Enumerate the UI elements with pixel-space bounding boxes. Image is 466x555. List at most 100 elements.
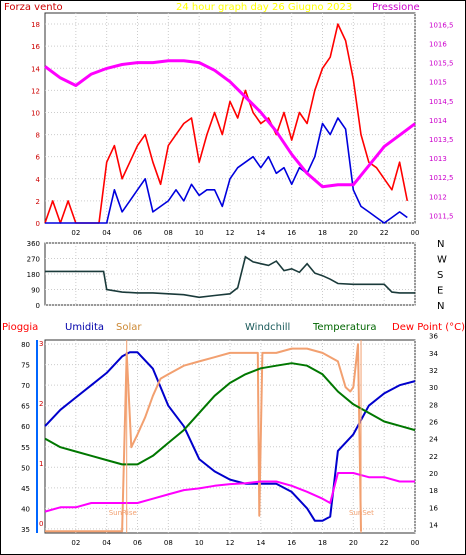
x-tick-label: 14 [256, 229, 265, 237]
direction-tick-label: 270 [27, 256, 40, 264]
legend-label: Temperatura [312, 322, 377, 333]
x-tick-label: 20 [349, 229, 358, 237]
wind-speed-tick-label: 14 [31, 65, 40, 73]
rain-tick-label: 1 [39, 460, 43, 468]
temperature-tick-label: 22 [429, 453, 438, 461]
chart-title: 24 hour graph day 26 Giugno 2023 [176, 2, 352, 13]
x-tick-label: 22 [380, 539, 389, 547]
x-tick-label: 12 [226, 229, 235, 237]
temperature-tick-label: 24 [429, 436, 438, 444]
x-tick-label: 16 [287, 539, 296, 547]
legend-label: Umidita [65, 322, 104, 333]
temperature-tick-label: 30 [429, 384, 438, 392]
pressure-label: Pressione [372, 2, 420, 13]
humidity-tick-label: 55 [21, 444, 30, 452]
x-tick-label: 08 [164, 229, 173, 237]
wind-speed-label: Forza vento [4, 2, 63, 13]
temp-humidity-legend: Pioggia Umidita Solar Windchill Temperatura D… [2, 322, 465, 333]
temp-humidity-series [44, 343, 416, 533]
pressure-tick-label: 1016,5 [429, 21, 454, 29]
temperature-tick-label: 14 [429, 521, 438, 529]
legend-label: Pioggia [2, 322, 38, 333]
series-line-pressione [44, 59, 416, 189]
humidity-tick-label: 80 [21, 341, 30, 349]
compass-label: E [437, 286, 443, 297]
wind-direction-y-ticks: 0 90 180 270 360 [27, 240, 40, 310]
series-line-wind-direction [45, 255, 415, 299]
wind-speed-tick-label: 8 [36, 132, 40, 140]
humidity-tick-label: 45 [21, 485, 30, 493]
wind-direction-grid [45, 242, 416, 306]
temperature-tick-label: 32 [429, 367, 438, 375]
temp-humidity-panel: 02 04 06 08 10 12 14 16 18 20 22 00 354045505560657… [2, 322, 465, 547]
pressure-tick-label: 1014 [429, 117, 447, 125]
legend-label: Dew Point (°C) [392, 322, 465, 333]
rain-tick-label: 3 [39, 340, 43, 348]
humidity-tick-label: 60 [21, 423, 30, 431]
series-line-dew-point [44, 472, 415, 513]
pressure-tick-label: 1013,5 [429, 136, 454, 144]
pressure-tick-label: 1015,5 [429, 60, 454, 68]
humidity-tick-label: 70 [21, 382, 30, 390]
series-line-umidita [44, 351, 416, 522]
pressure-tick-label: 1015 [429, 79, 447, 87]
pressure-tick-label: 1014,5 [429, 98, 454, 106]
series-line-forza-vento-media [45, 117, 408, 224]
wind-speed-tick-label: 16 [31, 43, 40, 51]
compass-label: W [437, 255, 447, 266]
pressure-axis-ticks: 1011,5 1012 1012,5 1013 1013,5 1014 1014,5 1015… [429, 21, 454, 220]
direction-tick-label: 180 [27, 271, 40, 279]
wind-speed-tick-label: 18 [31, 21, 40, 29]
temperature-tick-label: 18 [429, 487, 438, 495]
x-tick-label: 20 [349, 539, 358, 547]
wind-speed-tick-label: 10 [31, 109, 40, 117]
legend-label: Solar [116, 322, 142, 333]
x-tick-label: 02 [71, 229, 80, 237]
wind-pressure-panel: 02 04 06 08 10 12 14 16 18 20 22 00 024681012141618… [4, 2, 454, 237]
wind-speed-axis-ticks: 0 2 4 6 8 10 12 14 16 18 [31, 21, 40, 228]
pressure-tick-label: 1012 [429, 193, 447, 201]
compass-label: S [437, 270, 443, 281]
series-line-forza-vento [44, 23, 409, 224]
rain-tick-label: 2 [39, 400, 43, 408]
x-tick-label: 22 [380, 229, 389, 237]
direction-tick-label: 90 [31, 287, 40, 295]
humidity-tick-label: 35 [21, 526, 30, 534]
x-tick-label: 14 [256, 539, 265, 547]
wind-speed-tick-label: 4 [36, 176, 41, 184]
pressure-tick-label: 1012,5 [429, 174, 454, 182]
temp-humidity-x-ticks: 02 04 06 08 10 12 14 16 18 20 22 00 [71, 539, 419, 547]
pressure-tick-label: 1013 [429, 155, 447, 163]
humidity-tick-label: 50 [21, 464, 30, 472]
x-tick-label: 10 [195, 539, 204, 547]
compass-label: N [437, 239, 444, 250]
compass-label: N [437, 301, 444, 312]
temperature-tick-label: 28 [429, 401, 438, 409]
sun-annotations: SunRise SunSet [109, 340, 374, 533]
direction-tick-label: 360 [27, 240, 40, 248]
wind-speed-tick-label: 0 [36, 220, 40, 228]
wind-speed-tick-label: 12 [31, 87, 40, 95]
humidity-tick-label: 75 [21, 362, 30, 370]
x-tick-label: 06 [133, 539, 142, 547]
wind-speed-tick-label: 6 [36, 154, 41, 162]
sunset-label: SunSet [349, 509, 374, 517]
x-tick-label: 04 [102, 539, 111, 547]
x-tick-label: 06 [133, 229, 142, 237]
pressure-tick-label: 1011,5 [429, 212, 454, 220]
wind-pressure-grid [45, 13, 416, 224]
humidity-tick-label: 65 [21, 403, 30, 411]
x-tick-label: 12 [226, 539, 235, 547]
x-tick-label: 10 [195, 229, 204, 237]
wind-pressure-x-ticks: 02 04 06 08 10 12 14 16 18 20 22 00 [71, 229, 419, 237]
wind-pressure-series [44, 23, 416, 224]
x-tick-label: 18 [318, 539, 327, 547]
direction-tick-label: 0 [36, 302, 40, 310]
rain-tick-label: 0 [39, 520, 43, 528]
x-tick-label: 00 [411, 539, 420, 547]
rain-axis: 0 1 2 3 [36, 340, 43, 533]
series-line-temperatura [44, 362, 416, 466]
